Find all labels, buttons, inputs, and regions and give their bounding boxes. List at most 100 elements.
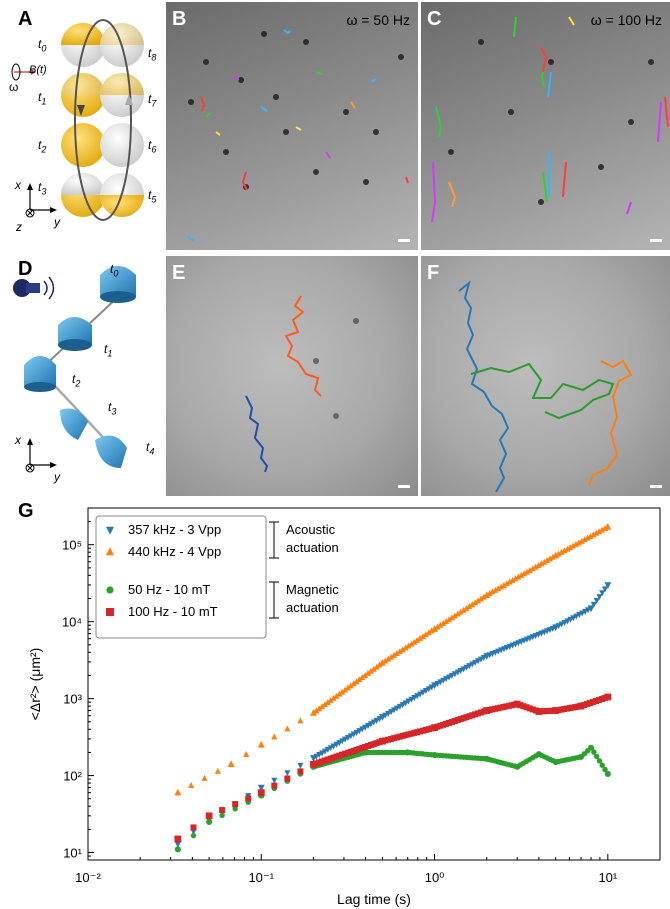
data-point (382, 712, 389, 719)
data-point (390, 651, 397, 658)
data-point (419, 633, 426, 640)
data-point (500, 581, 507, 588)
scale-bar-c (650, 239, 662, 242)
data-point (321, 701, 328, 708)
data-point (466, 602, 473, 609)
time-label-t3: t3 (108, 400, 117, 417)
group-label-line1: Acoustic (286, 522, 336, 537)
data-point (284, 775, 291, 782)
data-point (599, 590, 606, 597)
data-point (297, 717, 304, 724)
panel-b-micrograph: B ω = 50 Hz (166, 2, 418, 250)
data-point (243, 751, 250, 758)
data-point (414, 693, 421, 700)
data-point (405, 698, 412, 705)
panel-label-b: B (172, 8, 187, 30)
data-point (245, 795, 252, 802)
data-point (509, 576, 516, 583)
trajectory-orange (284, 295, 322, 397)
panel-label-f: F (427, 262, 440, 284)
data-point (437, 621, 444, 628)
data-point (604, 582, 612, 590)
data-point (284, 770, 291, 777)
x-tick-label: 10⁰ (425, 870, 445, 885)
data-point (463, 604, 470, 611)
data-point (503, 580, 510, 587)
data-point (219, 807, 226, 814)
data-point (529, 706, 536, 713)
data-point (552, 551, 560, 559)
data-point (512, 575, 519, 582)
data-point (558, 548, 565, 555)
data-point (440, 619, 447, 626)
data-point (564, 545, 571, 552)
data-point (483, 591, 491, 599)
data-point (382, 657, 389, 664)
data-point (257, 784, 265, 792)
data-point (370, 665, 377, 672)
data-point (214, 767, 221, 774)
data-point (457, 608, 464, 615)
data-point (310, 708, 317, 716)
data-point (604, 522, 612, 530)
data-point (526, 566, 533, 573)
time-label-t6: t6 (148, 138, 157, 155)
data-point (174, 846, 181, 853)
arrow-up-icon (125, 94, 133, 105)
data-point (174, 841, 182, 848)
data-point (408, 696, 415, 703)
y-axis-label: <Δr²> (μm²) (27, 648, 43, 721)
trajectory-orange (588, 359, 633, 486)
panel-c-micrograph: C ω = 100 Hz (421, 2, 670, 250)
panel-a-diagram (11, 19, 144, 221)
y-tick-label: 10² (63, 769, 82, 784)
data-point (578, 537, 585, 544)
frequency-label-c: ω = 100 Hz (590, 12, 662, 28)
legend-marker (106, 586, 114, 594)
data-point (587, 744, 595, 751)
data-point (396, 703, 403, 710)
panel-label-e: E (172, 262, 186, 284)
data-point (460, 606, 467, 613)
time-label-t0: t0 (38, 37, 47, 54)
data-point (411, 695, 418, 702)
data-point (495, 585, 502, 592)
data-point (376, 661, 383, 668)
data-point (555, 550, 562, 557)
x-tick-label: 10⁻¹ (248, 870, 274, 885)
data-point (572, 540, 579, 547)
data-point (593, 598, 600, 605)
data-point (515, 573, 522, 580)
data-point (422, 687, 429, 694)
x-tick-label: 10⁻² (75, 870, 101, 885)
panel-label-a: A (18, 8, 33, 30)
axis-label-z: z (16, 220, 22, 234)
time-label-t8: t8 (148, 46, 157, 63)
data-point (431, 625, 438, 632)
data-point (342, 686, 349, 693)
omega-label: ω (9, 80, 19, 94)
axis-label-x: x (15, 433, 21, 447)
data-point (480, 593, 487, 600)
data-point (393, 705, 400, 712)
data-point (356, 676, 363, 683)
data-point (584, 534, 591, 541)
data-point (443, 618, 450, 625)
data-point (174, 788, 182, 796)
data-point (593, 529, 600, 536)
data-point (396, 648, 403, 655)
data-point (201, 774, 208, 781)
data-point (451, 612, 458, 619)
data-point (428, 627, 435, 634)
data-point (448, 614, 455, 621)
janus-sphere-column-left (61, 23, 105, 217)
x-axis-label: Lag time (s) (337, 891, 411, 907)
data-point (232, 801, 239, 808)
data-point (399, 646, 406, 653)
data-point (408, 640, 415, 647)
data-point (604, 770, 611, 778)
data-point (472, 599, 479, 606)
data-point (393, 650, 400, 657)
legend-marker (106, 547, 114, 556)
panel-label-g: G (18, 500, 34, 522)
